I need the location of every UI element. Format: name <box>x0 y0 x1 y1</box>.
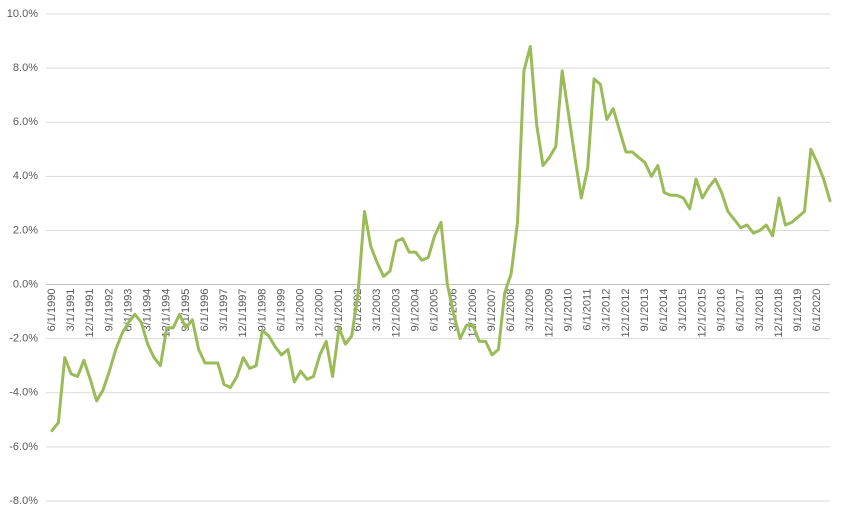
x-tick-label: 6/1/2014 <box>658 289 670 332</box>
x-tick-label: 9/1/1998 <box>256 289 268 332</box>
y-tick-label: -6.0% <box>9 441 38 453</box>
x-tick-label: 3/1/2012 <box>601 289 613 332</box>
x-tick-label: 9/1/2016 <box>715 289 727 332</box>
x-tick-label: 6/1/1996 <box>199 289 211 332</box>
x-tick-label: 12/1/2006 <box>467 289 479 338</box>
y-tick-label: 2.0% <box>13 224 38 236</box>
x-tick-label: 6/1/1999 <box>275 289 287 332</box>
x-tick-label: 3/1/2009 <box>524 289 536 332</box>
data-line <box>50 44 832 433</box>
x-tick-label: 3/1/2015 <box>677 289 689 332</box>
x-tick-label: 12/1/1997 <box>237 289 249 338</box>
x-tick-label: 3/1/2003 <box>371 289 383 332</box>
x-tick-label: 9/1/1992 <box>103 289 115 332</box>
x-tick-label: 3/1/2018 <box>754 289 766 332</box>
y-tick-label: -4.0% <box>9 387 38 399</box>
x-tick-label: 6/1/2020 <box>811 289 823 332</box>
y-tick-label: -2.0% <box>9 333 38 345</box>
x-tick-label: 3/1/1994 <box>142 289 154 332</box>
x-tick-label: 12/1/2000 <box>314 289 326 338</box>
x-tick-label: 6/1/2011 <box>582 289 594 331</box>
x-tick-label: 6/1/1990 <box>46 289 58 332</box>
y-tick-label: 6.0% <box>13 116 38 128</box>
x-tick-label: 6/1/2008 <box>505 289 517 332</box>
y-tick-label: 10.0% <box>7 8 38 20</box>
y-tick-label: 4.0% <box>13 170 38 182</box>
x-tick-label: 12/1/2015 <box>696 289 708 338</box>
x-tick-label: 9/1/2004 <box>409 289 421 332</box>
x-tick-label: 9/1/2001 <box>333 289 345 332</box>
x-tick-label: 12/1/2009 <box>543 289 555 338</box>
x-tick-label: 12/1/1994 <box>161 289 173 338</box>
x-tick-label: 12/1/1991 <box>84 289 96 338</box>
x-tick-label: 9/1/2019 <box>792 289 804 332</box>
x-tick-label: 9/1/2007 <box>486 289 498 332</box>
x-tick-label: 3/1/2000 <box>295 289 307 332</box>
y-tick-label: 8.0% <box>13 62 38 74</box>
x-tick-label: 3/1/1991 <box>65 289 77 332</box>
x-tick-label: 6/1/2005 <box>429 289 441 332</box>
x-tick-label: 3/1/1997 <box>218 289 230 332</box>
x-tick-label: 9/1/2013 <box>639 289 651 332</box>
x-tick-label: 6/1/2017 <box>735 289 747 332</box>
x-tick-label: 12/1/2012 <box>620 289 632 338</box>
y-tick-label: 0.0% <box>13 278 38 290</box>
x-tick-label: 9/1/2010 <box>562 289 574 332</box>
x-tick-label: 12/1/2018 <box>773 289 785 338</box>
y-tick-label: -8.0% <box>9 495 38 507</box>
x-tick-label: 12/1/2003 <box>390 289 402 338</box>
